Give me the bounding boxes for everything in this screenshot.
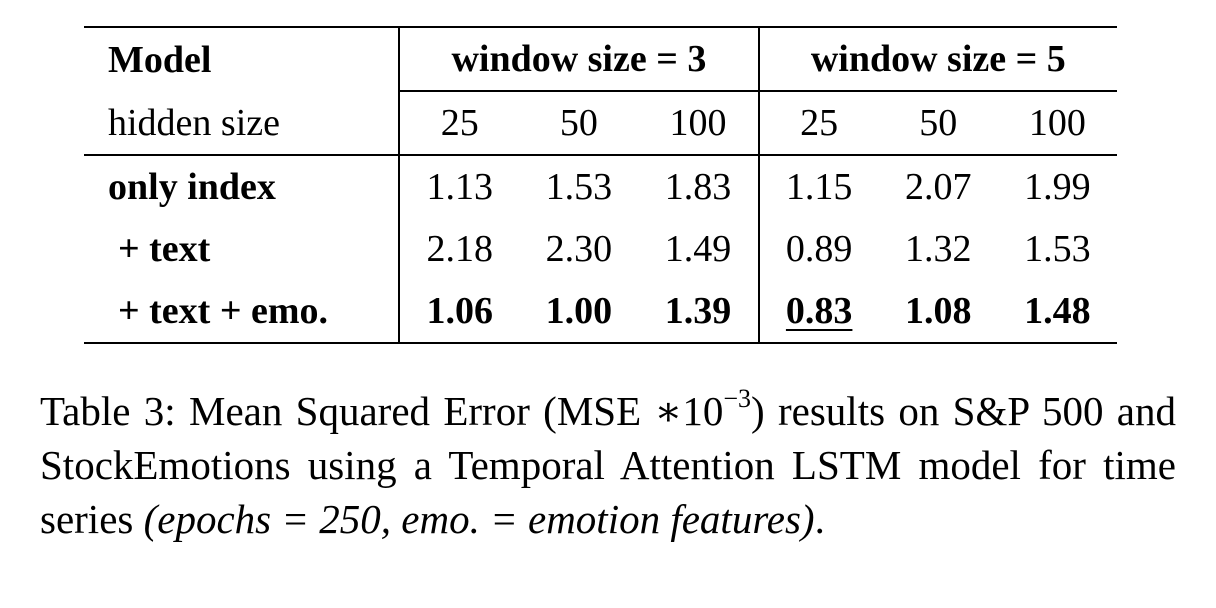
window-size-3-header: window size = 3 bbox=[398, 26, 759, 91]
results-table-container: Model window size = 3 window size = 5 hi… bbox=[84, 26, 1117, 344]
table-row-text: + text 2.18 2.30 1.49 0.89 1.32 1.53 bbox=[84, 218, 1117, 280]
table-cell: 1.39 bbox=[638, 280, 759, 344]
table-cell: 1.83 bbox=[638, 154, 759, 218]
caption-exponent: −3 bbox=[723, 384, 752, 413]
results-table: Model window size = 3 window size = 5 hi… bbox=[84, 26, 1117, 344]
table-cell: 1.32 bbox=[905, 228, 972, 270]
table-cell: 1.53 bbox=[1024, 228, 1091, 270]
caption-suffix: . bbox=[814, 496, 825, 542]
table-row-only-index: only index 1.13 1.53 1.83 1.15 2.07 1.99 bbox=[84, 154, 1117, 218]
row-label: + text + emo. bbox=[84, 280, 400, 344]
table-cell: 2.30 bbox=[545, 228, 613, 270]
table-cell: 1.49 bbox=[664, 228, 732, 270]
table-cell-best: 0.83 bbox=[757, 280, 879, 344]
table-cell: 2.07 bbox=[878, 154, 998, 218]
row-label: only index bbox=[84, 154, 400, 218]
window-size-5-header: window size = 5 bbox=[757, 26, 1117, 91]
table-row-text-emo: + text + emo. 1.06 1.00 1.39 0.83 1.08 1… bbox=[84, 280, 1117, 344]
table-cell: 1.15 bbox=[757, 154, 879, 218]
hidden-size-cell: 100 bbox=[638, 90, 759, 155]
table-cell: 1.06 bbox=[398, 280, 520, 344]
hidden-size-cell: 50 bbox=[878, 90, 998, 155]
table-cell: 1.13 bbox=[398, 154, 520, 218]
table-cell: 0.89 bbox=[757, 218, 879, 280]
caption-middle: ) results on S&P 500 and StockEmotions u… bbox=[40, 388, 1177, 542]
best-value: 0.83 bbox=[785, 290, 853, 332]
header-row-groups: Model window size = 3 window size = 5 bbox=[84, 26, 1117, 91]
model-header: Model bbox=[84, 26, 400, 91]
hidden-size-cell: 25 bbox=[757, 90, 879, 155]
table-cell: 1.48 bbox=[997, 280, 1117, 344]
hidden-size-cell: 25 bbox=[398, 90, 520, 155]
table-cell: 1.00 bbox=[519, 280, 639, 344]
table-cell: 1.53 bbox=[519, 154, 639, 218]
hidden-size-label: hidden size bbox=[108, 101, 281, 144]
table-cell: 2.18 bbox=[398, 218, 520, 280]
caption-italic: (epochs = 250, emo. = emotion features) bbox=[143, 496, 815, 542]
table-cell: 1.99 bbox=[997, 154, 1117, 218]
header-row-hidden-sizes: hidden size 25 50 100 25 50 100 bbox=[84, 90, 1117, 155]
hidden-size-cell: 100 bbox=[997, 90, 1117, 155]
caption-prefix: Table 3: Mean Squared Error (MSE ∗10 bbox=[40, 388, 724, 434]
table-cell: 1.08 bbox=[878, 280, 998, 344]
hidden-size-cell: 50 bbox=[519, 90, 639, 155]
table-caption: Table 3: Mean Squared Error (MSE ∗10−3) … bbox=[40, 384, 1176, 546]
row-label: + text bbox=[118, 228, 211, 270]
